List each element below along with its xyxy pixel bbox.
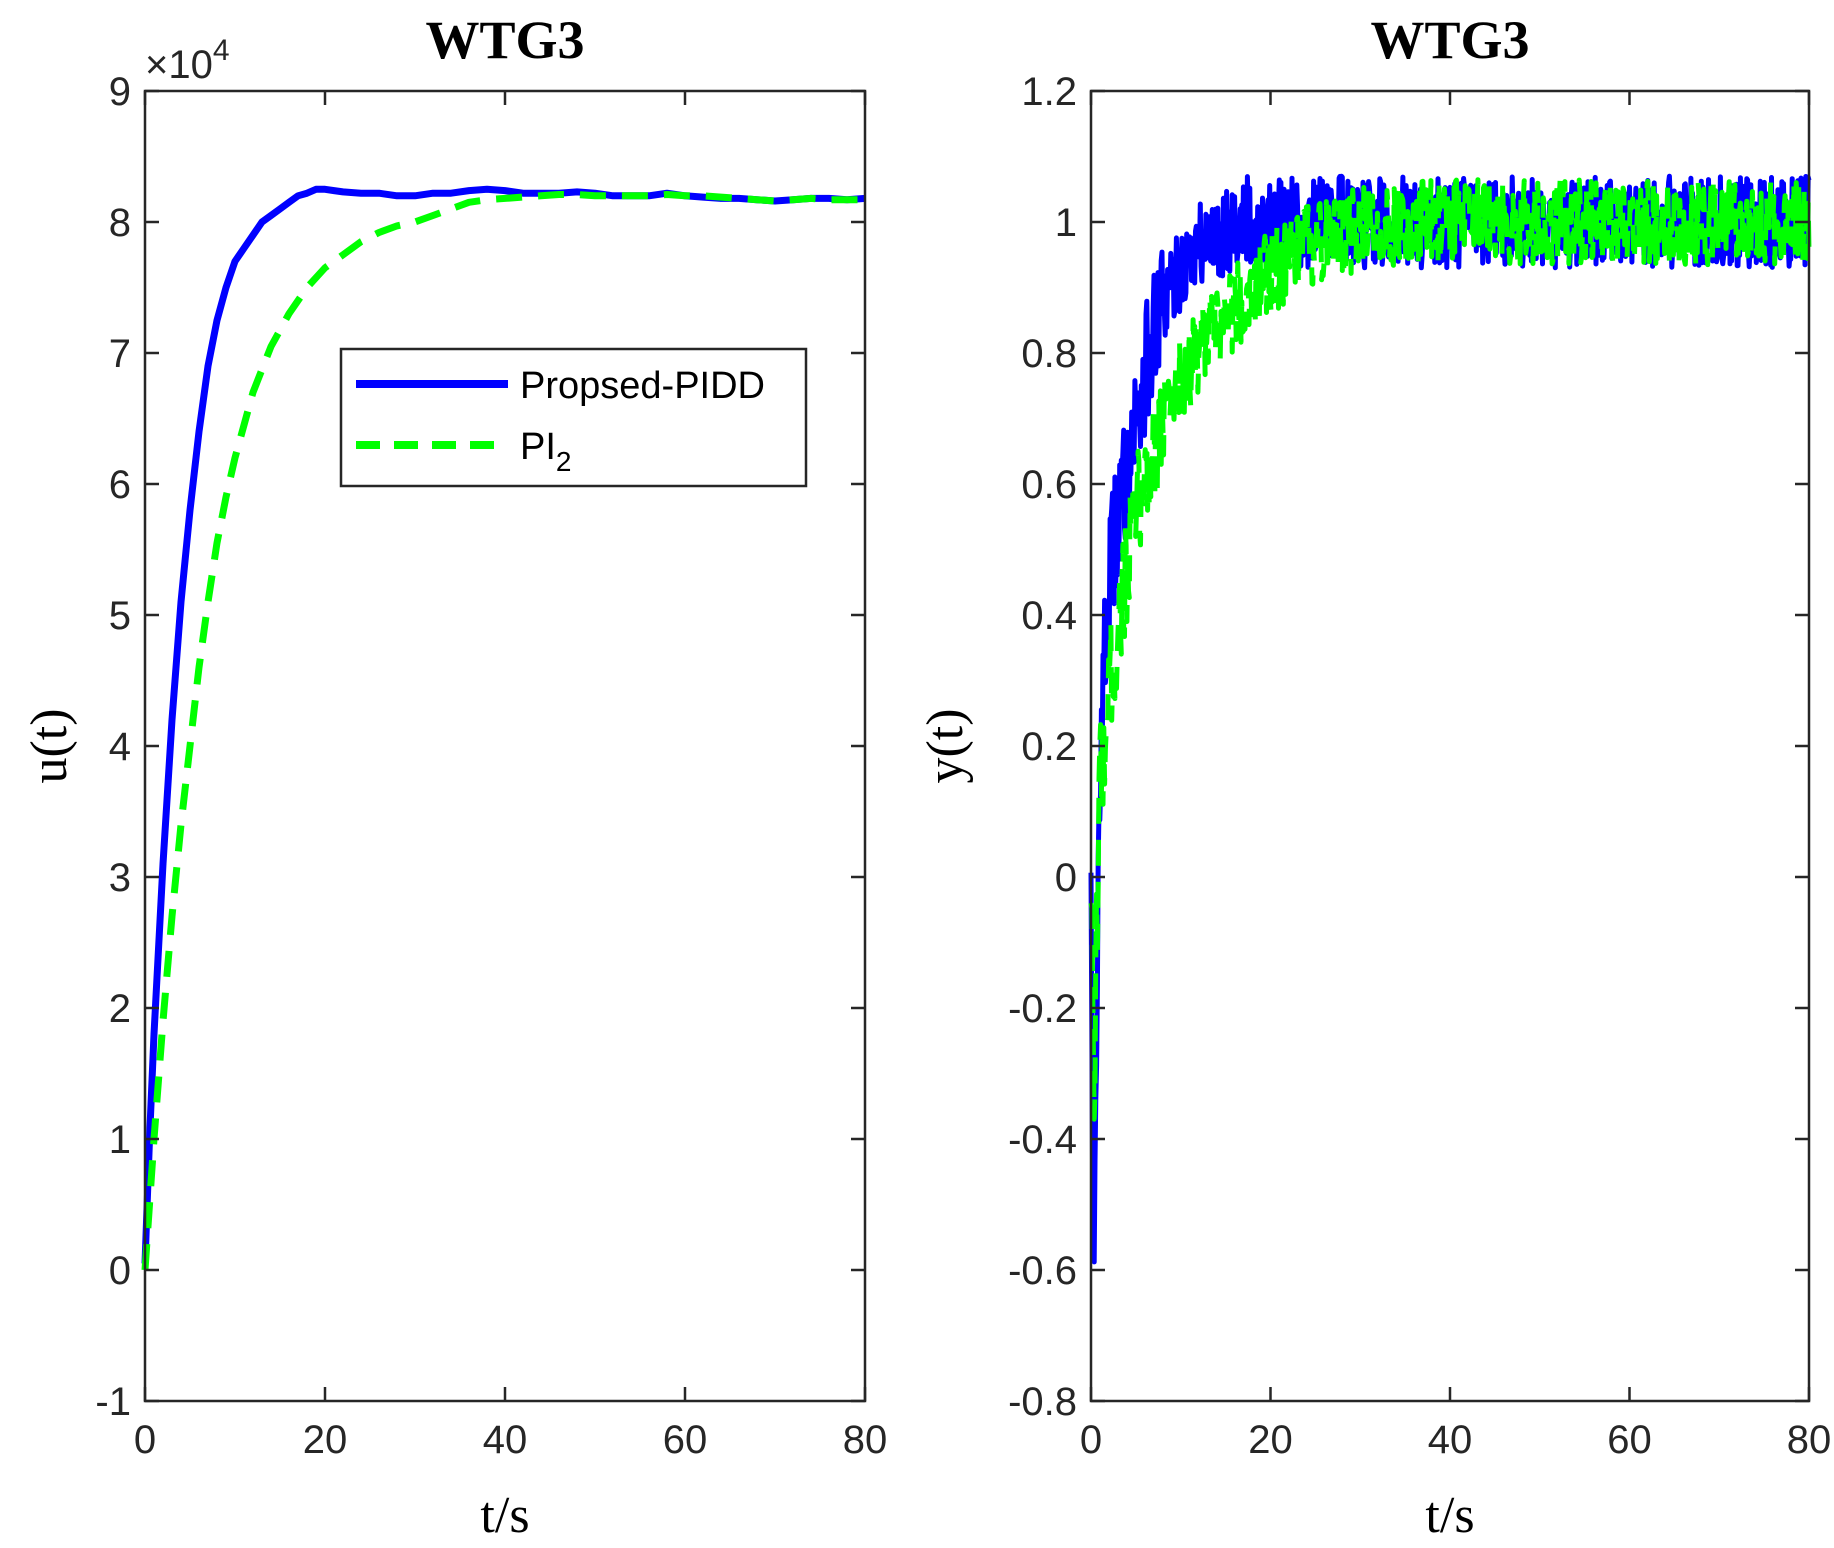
y-tick-label: 6 (109, 463, 131, 507)
x-tick-label: 40 (483, 1418, 528, 1462)
y-tick-label: 0.4 (1021, 594, 1077, 638)
y-tick-label: 0 (109, 1249, 131, 1293)
chart-left-ticks (143, 89, 867, 1403)
y-tick-label: 4 (109, 725, 131, 769)
x-tick-label: 0 (134, 1418, 156, 1462)
chart-left-y-multiplier-base: ×10 (145, 43, 213, 87)
chart-left-x-axis-label: t/s (480, 1487, 529, 1544)
x-tick-label: 40 (1428, 1418, 1473, 1462)
y-tick-label: 9 (109, 70, 131, 114)
chart-right-y-axis-label: y(t) (917, 708, 974, 783)
chart-right-tick-labels: 0 20 40 60 80 -0.8 -0.6 -0.4 -0.2 0 0.2 0.4 0.6 0.8 1 1… (1008, 70, 1831, 1462)
chart-left-curves (141, 185, 866, 1271)
y-tick-label: 0.6 (1021, 463, 1077, 507)
chart-left-legend: Propsed-PIDD PI2 (339, 347, 808, 488)
y-tick-label: -0.4 (1008, 1118, 1077, 1162)
chart-right-title: WTG3 (1370, 10, 1529, 70)
y-tick-label: -1 (95, 1380, 131, 1424)
chart-right: WTG3 0 20 40 60 80 -0.8 -0.6 -0.4 -0.2 0 0.2 0.4 0.6… (917, 10, 1831, 1544)
y-tick-label: 0.8 (1021, 332, 1077, 376)
x-tick-label: 0 (1080, 1418, 1102, 1462)
series-line-pi (141, 191, 865, 1271)
y-tick-label: 3 (109, 856, 131, 900)
y-tick-label: 0.2 (1021, 725, 1077, 769)
chart-left-plot-frame (143, 89, 867, 1403)
y-tick-label: -0.2 (1008, 987, 1077, 1031)
series-line-pi (1088, 177, 1812, 1122)
chart-right-ticks (1089, 89, 1811, 1403)
y-tick-label: 7 (109, 332, 131, 376)
chart-left-y-axis-label: u(t) (21, 708, 78, 783)
y-tick-label: 1.2 (1021, 70, 1077, 114)
legend-box (339, 347, 808, 488)
chart-right-curves (1088, 173, 1812, 1265)
x-tick-label: 80 (1787, 1418, 1832, 1462)
x-tick-label: 20 (303, 1418, 348, 1462)
chart-right-plot-frame (1089, 89, 1811, 1403)
y-tick-label: 1 (1055, 201, 1077, 245)
legend-label-propsed-pidd: Propsed-PIDD (520, 365, 765, 407)
chart-right-x-axis-label: t/s (1425, 1487, 1474, 1544)
y-tick-label: 8 (109, 201, 131, 245)
y-tick-label: 0 (1055, 856, 1077, 900)
x-tick-label: 60 (1607, 1418, 1652, 1462)
y-tick-label: 2 (109, 987, 131, 1031)
y-tick-label: -0.6 (1008, 1249, 1077, 1293)
legend-label-pi-text: PI (520, 426, 556, 468)
y-tick-label: -0.8 (1008, 1380, 1077, 1424)
y-tick-label: 1 (109, 1118, 131, 1162)
x-tick-label: 80 (843, 1418, 888, 1462)
x-tick-label: 20 (1248, 1418, 1293, 1462)
y-tick-label: 5 (109, 594, 131, 638)
x-tick-label: 60 (663, 1418, 708, 1462)
chart-left-y-multiplier: ×104 (145, 34, 230, 87)
legend-label-pi: PI2 (520, 426, 571, 477)
chart-left-y-multiplier-exponent: 4 (213, 34, 230, 67)
legend-label-pi-subscript: 2 (556, 446, 572, 477)
chart-left-title: WTG3 (425, 10, 584, 70)
